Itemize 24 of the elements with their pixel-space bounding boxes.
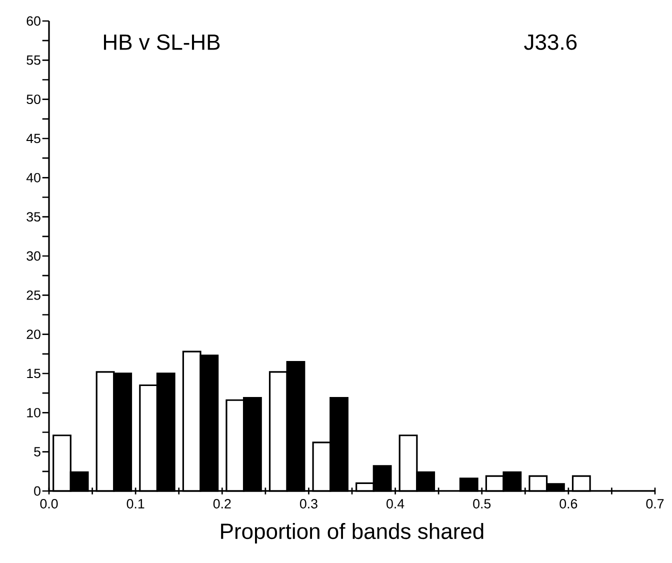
x-tick-label: 0.0: [40, 499, 58, 508]
x-tick-label: 0.5: [473, 499, 491, 508]
x-tick-label: 0.1: [126, 499, 144, 508]
y-tick-label: 35: [26, 212, 40, 222]
annotation: J33.6: [524, 34, 577, 50]
y-tick-label: 20: [26, 330, 40, 340]
x-tick-label: 0.7: [646, 499, 664, 508]
y-tick-label: 45: [26, 134, 40, 144]
y-tick-label: 60: [26, 16, 40, 26]
y-tick-label: 50: [26, 94, 40, 104]
y-tick-label: 25: [26, 290, 40, 300]
y-tick-label: 30: [26, 251, 40, 261]
y-tick-label: 40: [26, 172, 40, 182]
y-tick-label: 15: [27, 368, 40, 378]
y-tick-label: 10: [27, 408, 40, 418]
annotation: HB v SL-HB: [104, 34, 220, 50]
x-tick-label: 0.2: [213, 499, 231, 508]
x-tick-label: 0.6: [560, 499, 578, 508]
y-tick-label: 5: [34, 447, 40, 456]
x-axis-title: Proportion of bands shared: [221, 522, 484, 544]
x-tick-label: 0.3: [300, 499, 318, 508]
y-tick-label: 55: [26, 56, 40, 65]
x-tick-label: 0.4: [386, 499, 404, 508]
y-tick-label: 0: [34, 486, 40, 496]
